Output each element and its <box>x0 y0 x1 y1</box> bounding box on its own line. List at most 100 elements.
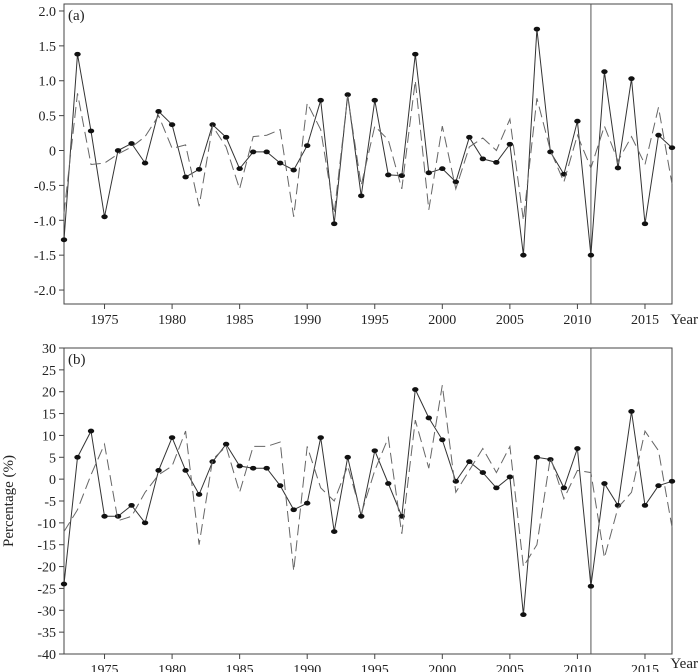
panel-b-ytick-label-5: 5 <box>49 451 56 466</box>
panel-b-point-1990 <box>304 500 311 506</box>
panel-b-ytick-label-0: 30 <box>42 342 56 357</box>
panel-b-point-2017 <box>668 478 676 484</box>
panel-b-point-1995 <box>371 448 378 454</box>
panel-a-point-1983 <box>209 122 216 128</box>
panel-a-point-1972 <box>60 237 68 243</box>
panel-b-ytick-label-1: 25 <box>42 364 56 379</box>
panel-b-point-1977 <box>128 502 135 508</box>
panel-b-point-2008 <box>547 457 554 462</box>
panel-a-point-1975 <box>101 214 108 220</box>
panel-a-point-2001 <box>452 179 460 185</box>
panel-a-point-1991 <box>317 97 324 103</box>
panel-a-ytick-label-8: -2.0 <box>34 284 56 299</box>
panel-b-ytick-label-8: -10 <box>37 517 56 532</box>
panel-a-point-1994 <box>358 193 365 199</box>
panel-b-point-1994 <box>358 513 365 519</box>
panel-a-y-axis: 2.0 1.5 1.0 0.5 0 -0.5 -1.0 -1.5 -2.0 <box>34 5 64 299</box>
panel-b-xtick-label-7: 2010 <box>563 663 591 672</box>
panel-a-point-1990 <box>304 143 311 149</box>
panel-b-xtick-label-0: 1975 <box>91 663 119 672</box>
panel-b-point-1982 <box>195 492 203 497</box>
panel-b-label: (b) <box>68 352 86 368</box>
panel-b-point-2001 <box>452 478 460 484</box>
panel-b-point-2012 <box>601 481 608 486</box>
panel-a-series-observed <box>63 29 673 256</box>
panel-a-point-1987 <box>263 149 270 155</box>
panel-b-point-2006 <box>520 612 527 618</box>
panel-b-point-1989 <box>290 507 297 513</box>
panel-a-label: (a) <box>68 8 85 24</box>
panel-b-point-2002 <box>466 459 473 465</box>
panel-a-point-1980 <box>168 122 176 128</box>
panel-a-point-1989 <box>290 167 297 173</box>
panel-a-point-2010 <box>574 118 581 124</box>
panel-a-ytick-label-0: 2.0 <box>39 5 57 20</box>
panel-b-ytick-label-6: 0 <box>49 473 56 488</box>
panel-b-xtick-label-6: 2005 <box>496 663 524 672</box>
panel-a-ytick-label-6: -1.0 <box>34 214 56 229</box>
panel-a-point-1988 <box>276 160 284 166</box>
panel-a-ytick-label-5: -0.5 <box>34 179 56 194</box>
panel-a-point-2013 <box>614 165 622 171</box>
panel-b-point-1984 <box>222 441 230 447</box>
panel-b-ylabel: Percentage (%) <box>1 455 17 547</box>
panel-a-xtick-label-3: 1990 <box>293 313 321 328</box>
panel-b-ytick-label-10: -20 <box>37 561 56 576</box>
panel-a-point-1992 <box>331 221 338 227</box>
panel-b-xtick-label-1: 1980 <box>158 663 186 672</box>
panel-a-xtick-label-7: 2010 <box>563 313 591 328</box>
panel-b-xtick-label-4: 1995 <box>361 663 389 672</box>
panel-a-point-2007 <box>533 26 541 32</box>
panel-b-point-1973 <box>74 454 81 460</box>
panel-a-point-1974 <box>87 128 95 134</box>
panel-a-point-1995 <box>371 97 378 103</box>
panel-b-xtick-label-8: 2015 <box>631 663 659 672</box>
panel-b-point-1986 <box>249 465 257 471</box>
panel-a-point-2015 <box>641 221 649 227</box>
panel-b-ytick-label-7: -5 <box>44 495 56 510</box>
panel-a-point-1998 <box>412 51 419 57</box>
panel-a-point-2000 <box>439 166 446 172</box>
panel-b-point-1993 <box>344 454 351 460</box>
panel-a-ytick-label-3: 0.5 <box>39 110 57 125</box>
panel-b-point-2003 <box>479 470 487 475</box>
panel-b-point-2016 <box>655 483 662 489</box>
panel-a: 2.01.51.00.50-0.5-1.0-1.5-2.0 1975 1980 19… <box>34 3 698 328</box>
panel-a-point-2011 <box>587 252 595 258</box>
panel-a-point-1982 <box>195 166 203 172</box>
panel-a-series <box>60 26 676 258</box>
panel-a-point-2004 <box>493 159 500 165</box>
panel-b-point-1999 <box>425 415 432 421</box>
panel-b-series-observed <box>63 387 673 615</box>
panel-a-point-2012 <box>601 69 608 75</box>
panel-a-point-2002 <box>466 134 473 140</box>
panel-b-point-1987 <box>263 465 270 471</box>
panel-b-point-2014 <box>628 408 635 414</box>
panel-b-point-2004 <box>493 485 500 491</box>
panel-b-point-2005 <box>506 474 514 480</box>
panel-a-xtick-label-0: 1975 <box>91 313 119 328</box>
panel-b-point-1978 <box>141 520 149 526</box>
panel-a-point-1996 <box>385 172 392 178</box>
panel-a-point-1993 <box>344 92 351 98</box>
panel-b-series <box>60 385 676 618</box>
panel-b-ytick-label-3: 15 <box>42 408 56 423</box>
panel-b-point-1985 <box>236 463 243 469</box>
panel-b-point-1975 <box>101 513 108 519</box>
panel-a-point-2014 <box>628 76 635 82</box>
panel-a-xtick-label-1: 1980 <box>158 313 186 328</box>
panel-a-xtick-label-8: 2015 <box>631 313 659 328</box>
panel-b-point-2000 <box>439 437 446 443</box>
panel-b-point-1998 <box>412 387 419 392</box>
panel-b-ytick-label-9: -15 <box>37 539 56 554</box>
panel-a-point-1986 <box>249 149 257 155</box>
panel-b-point-1991 <box>317 435 324 441</box>
panel-b-y-axis: 30 25 20 15 10 5 0 -5 -10 -15 -20 -25 -30 -35 -40 <box>37 342 64 663</box>
panel-b-ytick-label-11: -25 <box>37 582 56 597</box>
panel-b-point-2009 <box>560 485 568 491</box>
panel-b-point-1980 <box>168 435 176 441</box>
panel-b-point-2011 <box>587 583 595 589</box>
panel-b-point-1979 <box>155 468 162 473</box>
